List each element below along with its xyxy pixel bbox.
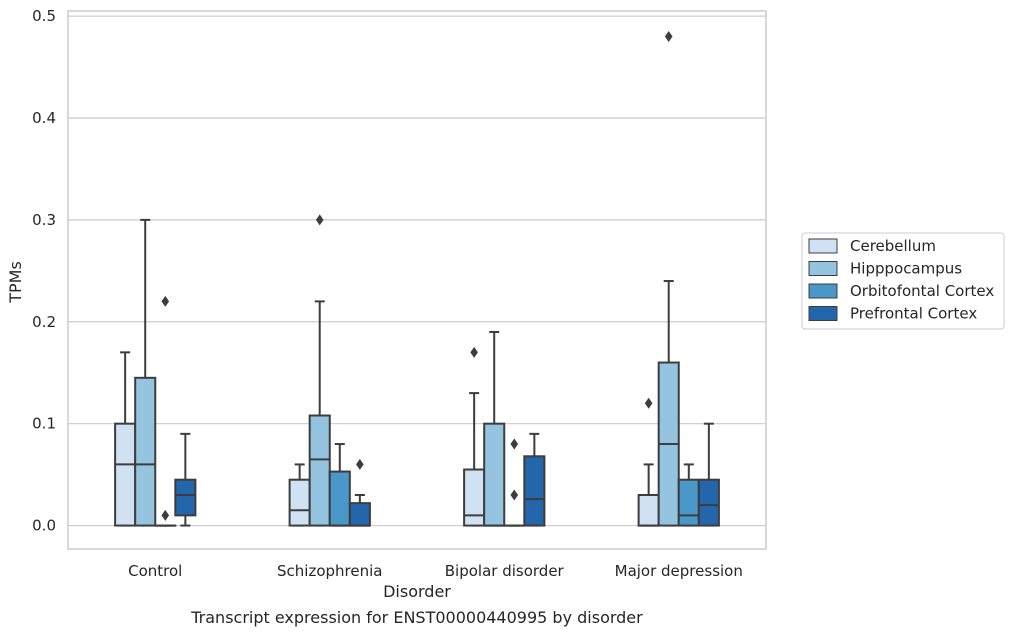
x-tick-label: Major depression — [615, 562, 743, 580]
outlier-point — [161, 509, 170, 521]
boxes — [114, 30, 720, 527]
legend-label: Hipppocampus — [850, 260, 962, 278]
legend-swatch — [808, 261, 838, 276]
box-cerebellum — [463, 346, 486, 527]
box-body — [174, 478, 197, 517]
y-tick-label: 0.5 — [32, 7, 56, 25]
outlier-point — [510, 489, 519, 501]
outlier-point — [644, 397, 653, 409]
legend-frame — [801, 232, 1005, 330]
box-hipppocampus — [657, 30, 680, 527]
legend-swatch — [808, 238, 838, 254]
box-orbitofontal-cortex — [154, 295, 177, 527]
x-axis-label: Disorder — [383, 582, 451, 601]
y-axis-label: TPMs — [6, 261, 25, 304]
legend: Cerebellum Hipppocampus Orbitofontal Corte… — [801, 232, 1005, 330]
y-tick-label: 0.3 — [32, 211, 56, 229]
box-body — [308, 414, 331, 527]
outlier-point — [664, 30, 673, 42]
y-tick-label: 0.2 — [32, 313, 56, 331]
box-prefrontal-cortex — [174, 432, 197, 527]
y-axis-ticks: 0.0 0.1 0.2 0.3 0.4 0.5 — [32, 7, 56, 534]
box-hipppocampus — [308, 214, 331, 527]
legend-label: Orbitofontal Cortex — [850, 282, 994, 300]
box-body — [328, 470, 351, 527]
y-tick-label: 0.1 — [32, 415, 56, 433]
y-tick-label: 0.0 — [32, 517, 56, 535]
x-tick-label: Schizophrenia — [277, 562, 382, 580]
box-body — [288, 478, 311, 527]
outlier-point — [470, 346, 478, 358]
box-prefrontal-cortex — [523, 432, 546, 527]
outlier-point — [161, 295, 170, 307]
legend-swatch — [808, 306, 838, 321]
chart-caption: Transcript expression for ENST0000044099… — [190, 608, 643, 627]
outlier-point — [315, 214, 324, 226]
box-orbitofontal-cortex — [328, 443, 351, 527]
x-tick-label: Control — [128, 562, 182, 580]
box-body — [114, 422, 137, 527]
x-tick-label: Bipolar disorder — [445, 562, 565, 580]
legend-label: Cerebellum — [850, 237, 936, 255]
box-prefrontal-cortex — [697, 422, 720, 527]
box-cerebellum — [637, 397, 660, 527]
plot-background — [68, 11, 766, 549]
box-orbitofontal-cortex — [677, 463, 700, 527]
legend-swatch — [808, 283, 838, 299]
box-body — [697, 478, 720, 527]
box-body — [483, 422, 506, 527]
box-body — [348, 502, 371, 527]
box-hipppocampus — [134, 218, 157, 527]
legend-label: Prefrontal Cortex — [850, 305, 977, 323]
x-axis-ticks: Control Schizophrenia Bipolar disorder Majo… — [128, 562, 743, 580]
box-body — [637, 493, 660, 527]
box-hipppocampus — [483, 330, 506, 527]
outlier-point — [356, 458, 364, 470]
box-body — [523, 455, 546, 527]
box-body — [677, 478, 700, 527]
box-prefrontal-cortex — [348, 458, 371, 527]
box-cerebellum — [288, 463, 311, 527]
box-cerebellum — [114, 351, 137, 527]
box-body — [463, 468, 486, 527]
box-body — [134, 376, 157, 527]
y-tick-label: 0.4 — [32, 109, 56, 127]
plot-area — [67, 10, 767, 550]
plot-frame — [67, 10, 767, 550]
outlier-point — [510, 438, 519, 450]
